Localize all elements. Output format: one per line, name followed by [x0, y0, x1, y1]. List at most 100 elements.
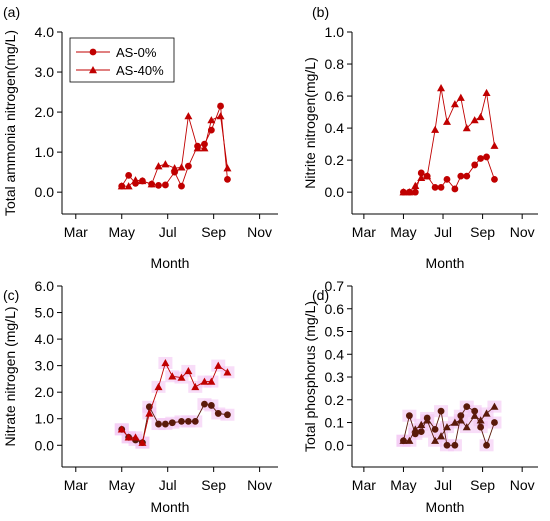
data-point-circle	[224, 411, 231, 419]
data-point-triangle	[437, 84, 446, 92]
panel-label: (c)	[3, 287, 19, 303]
data-point-triangle	[138, 176, 147, 185]
data-point-circle	[417, 428, 425, 436]
y-tick-label: 5.0	[35, 305, 55, 321]
y-tick-label: 0.0	[325, 437, 345, 453]
y-tick-label: 0.0	[35, 184, 55, 200]
data-point-circle	[477, 155, 485, 162]
x-axis-label: Month	[151, 255, 190, 271]
x-tick-label: Mar	[64, 477, 88, 493]
y-axis-label: Total phosphorus (mg/L)	[302, 301, 318, 452]
data-point-circle	[483, 153, 490, 161]
legend: AS-0% AS-40%	[69, 37, 175, 83]
data-point-triangle	[223, 164, 232, 172]
data-point-triangle	[437, 432, 446, 440]
data-point-circle	[178, 417, 185, 425]
x-tick-label: Mar	[352, 224, 376, 240]
data-point-circle	[451, 185, 459, 193]
y-tick-label: 0.3	[325, 369, 345, 385]
x-tick-label: Jul	[434, 477, 452, 493]
x-tick-label: Jul	[159, 477, 177, 493]
data-point-triangle	[482, 88, 491, 97]
legend-label: AS-40%	[116, 63, 164, 78]
y-tick-label: 0.4	[325, 346, 345, 362]
data-point-triangle	[177, 163, 186, 171]
data-point-circle	[451, 441, 459, 449]
data-point-triangle	[214, 361, 223, 369]
data-point-triangle	[131, 176, 140, 184]
data-point-triangle	[124, 433, 133, 441]
data-point-circle	[417, 169, 425, 177]
y-axis-label: Total ammonia nitrogen(mg/L)	[2, 30, 18, 216]
data-point-circle	[217, 102, 224, 110]
x-tick-label: Sep	[201, 224, 226, 240]
y-axis-label: Nitrate nitrogen (mg/L)	[2, 306, 18, 446]
panel-label: (a)	[3, 4, 20, 20]
data-point-triangle	[417, 173, 426, 181]
series-line-AS-40pct	[403, 87, 495, 193]
data-point-triangle	[170, 164, 179, 172]
data-point-triangle	[470, 116, 479, 124]
data-point-circle	[443, 175, 451, 183]
data-point-circle	[431, 425, 439, 433]
panel-label: (b)	[312, 4, 329, 20]
data-point-triangle	[184, 366, 193, 375]
data-point-triangle	[405, 436, 414, 444]
y-tick-label: 0.2	[325, 152, 345, 168]
data-point-circle	[471, 161, 479, 169]
y-tick-label: 2.0	[35, 104, 55, 120]
data-point-circle	[224, 175, 231, 183]
data-point-circle	[477, 423, 485, 431]
data-point-triangle	[411, 425, 420, 433]
data-point-circle	[491, 419, 498, 426]
legend-marker-triangle	[89, 66, 97, 74]
data-point-triangle	[184, 112, 193, 120]
x-axis-label: Month	[426, 255, 465, 271]
data-point-circle	[178, 182, 185, 190]
data-point-triangle	[191, 382, 200, 391]
panel-a: 0.0 1.0 2.0 3.0 4.0 Mar May Jul Sep Nov (a) Month To…	[2, 4, 278, 271]
data-point-triangle	[117, 182, 126, 190]
y-tick-label: 1.0	[325, 24, 345, 40]
y-tick-label: 4.0	[35, 24, 55, 40]
y-tick-label: 0.8	[325, 56, 345, 72]
data-point-triangle	[442, 423, 451, 431]
data-point-circle	[155, 181, 162, 189]
panel-b: 0.0 0.2 0.4 0.6 0.8 1.0 Mar May Jul Sep Nov (b) Mont…	[302, 4, 538, 271]
data-point-circle	[463, 403, 471, 410]
y-tick-label: 3.0	[35, 64, 55, 80]
data-point-circle	[463, 172, 471, 180]
x-tick-label: Sep	[201, 477, 226, 493]
x-axis-label: Month	[151, 499, 190, 515]
panel-label: (d)	[312, 287, 329, 303]
x-tick-label: Sep	[470, 477, 495, 493]
data-point-triangle	[431, 125, 440, 133]
data-point-circle	[437, 183, 445, 191]
panel-d: 0.0 0.1 0.2 0.3 0.4 0.5 0.6 0.7 Mar May Jul Sep Nov (…	[302, 278, 538, 515]
y-tick-label: 3.0	[35, 358, 55, 374]
data-point-triangle	[117, 425, 126, 433]
data-point-circle	[457, 412, 465, 420]
data-point-triangle	[490, 402, 499, 410]
x-tick-label: Mar	[352, 477, 376, 493]
x-tick-label: Nov	[247, 477, 272, 493]
x-tick-label: Nov	[510, 477, 535, 493]
data-point-triangle	[138, 438, 147, 446]
data-point-triangle	[168, 372, 177, 380]
x-tick-label: Jul	[159, 224, 177, 240]
data-point-triangle	[200, 377, 209, 385]
data-point-circle	[162, 420, 169, 428]
data-point-circle	[214, 410, 222, 417]
y-tick-label: 0.7	[325, 278, 345, 294]
data-point-circle	[201, 400, 208, 408]
data-point-triangle	[462, 124, 471, 132]
data-point-circle	[457, 172, 465, 180]
data-point-triangle	[411, 181, 420, 189]
y-axis-label: Nitrite nitrogen(mg/L)	[302, 57, 318, 189]
data-point-circle	[207, 402, 215, 409]
data-point-triangle	[177, 373, 186, 381]
data-point-circle	[162, 181, 169, 189]
legend-label: AS-0%	[116, 45, 157, 60]
data-point-triangle	[223, 368, 232, 376]
